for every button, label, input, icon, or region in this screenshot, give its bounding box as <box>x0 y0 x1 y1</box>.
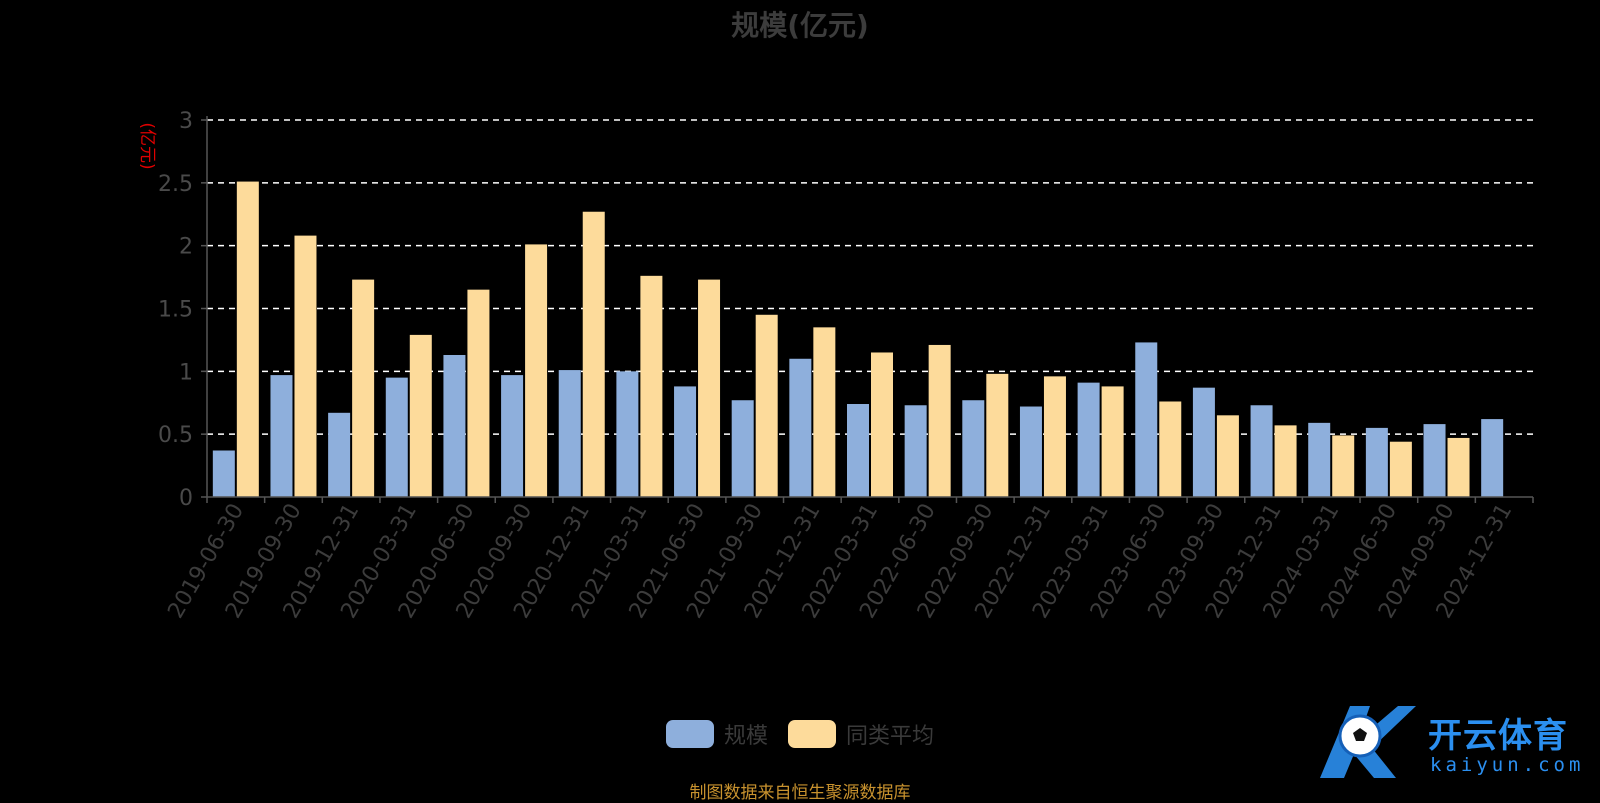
bar-peer-average <box>755 314 778 497</box>
bar-scale <box>385 377 408 497</box>
y-tick-label: 2 <box>179 235 193 260</box>
bar-scale <box>1481 419 1504 497</box>
bar-peer-average <box>352 279 375 497</box>
bar-peer-average <box>698 279 721 497</box>
y-axis-label: (亿元) <box>137 122 157 169</box>
axes <box>206 116 1534 503</box>
legend-swatch-scale <box>665 720 714 748</box>
bars <box>212 181 1504 497</box>
logo-subtext: kaiyun.com <box>1430 754 1585 776</box>
bar-peer-average <box>409 334 432 497</box>
bar-scale <box>1192 387 1215 497</box>
bar-peer-average <box>1216 415 1239 497</box>
legend-label-peer-average: 同类平均 <box>846 724 935 749</box>
chart-title: 规模(亿元) <box>731 9 869 42</box>
bar-scale <box>674 386 697 497</box>
y-tick-label: 0 <box>179 486 193 511</box>
bar-scale <box>558 370 581 497</box>
x-tick-labels: 2019-06-302019-09-302019-12-312020-03-31… <box>163 499 1517 622</box>
bar-scale <box>270 375 293 497</box>
bar-peer-average <box>1274 425 1297 497</box>
bar-scale <box>1077 382 1100 497</box>
y-tick-label: 0.5 <box>158 423 193 448</box>
bar-scale <box>1308 422 1331 497</box>
bar-scale <box>1135 342 1158 497</box>
legend-swatch-peer-average <box>788 720 836 748</box>
bar-peer-average <box>928 344 951 497</box>
y-tick-labels: 0 0.5 1 1.5 2 2.5 3 <box>158 109 193 511</box>
bar-scale <box>1019 406 1042 497</box>
bar-scale <box>212 450 235 497</box>
bar-scale <box>904 405 927 497</box>
bar-scale <box>1365 427 1388 497</box>
bar-scale <box>328 412 351 497</box>
bar-peer-average <box>1101 386 1124 497</box>
y-tick-label: 1.5 <box>158 298 193 323</box>
bar-scale <box>1250 405 1273 497</box>
legend-item-scale[interactable]: 规模 <box>665 718 768 750</box>
y-tick-label: 2.5 <box>158 172 193 197</box>
bar-peer-average <box>294 235 317 497</box>
logo-text: 开云体育 <box>1428 716 1568 756</box>
bar-peer-average <box>986 373 1009 497</box>
bar-scale <box>847 404 869 497</box>
bar-peer-average <box>236 181 259 497</box>
bar-peer-average <box>640 275 663 497</box>
bar-chart: 0 0.5 1 1.5 2 2.5 3 2019-06-302019-09-302019-1… <box>137 109 1534 623</box>
bar-scale <box>789 358 812 497</box>
source-note: 制图数据来自恒生聚源数据库 <box>689 783 911 803</box>
bar-peer-average <box>1159 401 1182 497</box>
legend: 规模 同类平均 <box>0 718 1600 750</box>
logo-mark <box>1320 706 1416 778</box>
bar-peer-average <box>871 352 893 497</box>
bar-peer-average <box>1043 376 1066 497</box>
bar-peer-average <box>813 327 836 497</box>
bar-scale <box>616 371 639 497</box>
bar-peer-average <box>1447 437 1470 497</box>
bar-peer-average <box>582 211 605 497</box>
y-tick-label: 3 <box>179 109 193 134</box>
legend-label-scale: 规模 <box>723 724 768 749</box>
bar-peer-average <box>1389 441 1412 497</box>
bar-peer-average <box>467 289 490 497</box>
legend-item-peer-average[interactable]: 同类平均 <box>788 718 934 750</box>
bar-scale <box>731 400 754 497</box>
bar-scale <box>1423 424 1446 497</box>
bar-scale <box>501 375 524 497</box>
bar-scale <box>962 400 985 497</box>
bar-peer-average <box>525 244 548 497</box>
bar-scale <box>443 354 466 497</box>
y-tick-label: 1 <box>179 360 193 385</box>
bar-peer-average <box>1332 435 1355 497</box>
